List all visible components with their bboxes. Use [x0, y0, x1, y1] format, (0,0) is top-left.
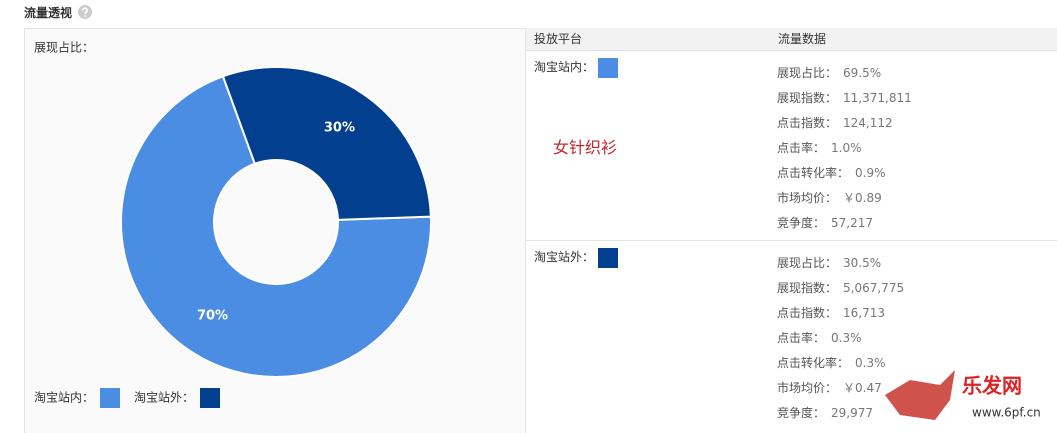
help-icon[interactable] — [78, 5, 92, 19]
metric-value: 57,217 — [831, 216, 874, 230]
metric-label: 市场均价： — [777, 191, 838, 205]
annotation: 女针织衫 — [553, 138, 618, 157]
metric: 点击指数： 16,713 — [777, 301, 885, 326]
metric: 展现占比： 69.5% — [777, 61, 881, 86]
metric: 点击率： 0.3% — [777, 326, 862, 351]
platform-cell: 淘宝站外： — [534, 247, 619, 268]
legend-label: 淘宝站外： — [134, 391, 194, 405]
metric-value: 0.3% — [831, 331, 862, 345]
platform-swatch — [598, 247, 619, 268]
metric-label: 点击转化率： — [777, 166, 850, 180]
metric: 市场均价： ￥0.89 — [777, 186, 882, 211]
metric-value: 16,713 — [843, 306, 886, 320]
chart-title: 展现占比： — [34, 40, 94, 55]
metric-label: 点击指数： — [777, 116, 838, 130]
platform-name: 淘宝站内： — [534, 60, 595, 74]
data-table: 投放平台 流量数据 淘宝站内： 展现占比： 69.5% 展现指数： 11,371,811… — [525, 28, 1057, 433]
watermark: 乐发网 www.6pf.cn — [885, 370, 1041, 420]
metric-label: 点击率： — [777, 141, 826, 155]
platform-cell: 淘宝站内： — [534, 57, 619, 78]
metric-value: ￥0.47 — [843, 381, 882, 395]
metric-label: 点击率： — [777, 331, 826, 345]
metric: 展现指数： 11,371,811 — [777, 86, 912, 111]
metric: 竞争度： 29,977 — [777, 401, 873, 426]
legend-label: 淘宝站内： — [34, 391, 94, 405]
metric-label: 点击转化率： — [777, 356, 850, 370]
metric-value: 11,371,811 — [843, 91, 912, 105]
table-row: 淘宝站外： 展现占比： 30.5% 展现指数： 5,067,775 点击指数： 16,713… — [526, 240, 1057, 433]
platform-name: 淘宝站外： — [534, 250, 595, 264]
watermark-name: 乐发网 — [962, 374, 1022, 398]
metric-value: ￥0.89 — [843, 191, 882, 205]
metric-value: 30.5% — [843, 256, 882, 270]
metric-value: 69.5% — [843, 66, 882, 80]
legend-swatch — [200, 388, 220, 408]
metric: 市场均价： ￥0.47 — [777, 376, 882, 401]
chart: 展现占比： 70% 30% 淘宝站内： 淘宝站外： — [34, 40, 432, 408]
slice-label: 70% — [197, 309, 228, 324]
metric: 竞争度： 57,217 — [777, 211, 873, 236]
pie-slice — [221, 66, 432, 221]
section-title: 流量透视 — [24, 6, 73, 20]
metric-value: 1.0% — [831, 141, 862, 155]
table-header: 投放平台 流量数据 — [526, 28, 1057, 50]
metric-value: 0.3% — [855, 356, 886, 370]
metric-label: 点击指数： — [777, 306, 838, 320]
metric-label: 市场均价： — [777, 381, 838, 395]
metric: 点击指数： 124,112 — [777, 111, 893, 136]
metric-label: 竞争度： — [777, 406, 826, 420]
metric-label: 展现指数： — [777, 281, 838, 295]
metric-value: 5,067,775 — [843, 281, 905, 295]
header-cell: 投放平台 — [534, 32, 583, 46]
watermark-url: www.6pf.cn — [972, 406, 1041, 420]
header-cell: 流量数据 — [778, 32, 827, 46]
metric: 展现占比： 30.5% — [777, 251, 881, 276]
metric-value: 124,112 — [843, 116, 893, 130]
legend-swatch — [100, 388, 120, 408]
metric-value: 29,977 — [831, 406, 874, 420]
platform-swatch — [598, 57, 619, 78]
metric: 点击率： 1.0% — [777, 136, 862, 161]
metric: 点击转化率： 0.9% — [777, 161, 886, 186]
slice-label: 30% — [324, 120, 355, 135]
metric-label: 展现占比： — [777, 66, 838, 80]
metric-value: 0.9% — [855, 166, 886, 180]
metric-label: 展现指数： — [777, 91, 838, 105]
metric: 展现指数： 5,067,775 — [777, 276, 904, 301]
table-row: 淘宝站内： 展现占比： 69.5% 展现指数： 11,371,811 点击指数： 124,1… — [526, 50, 1057, 240]
metric-label: 竞争度： — [777, 216, 826, 230]
metric-label: 展现占比： — [777, 256, 838, 270]
pie-slice — [120, 75, 432, 378]
metric: 点击转化率： 0.3% — [777, 351, 886, 376]
